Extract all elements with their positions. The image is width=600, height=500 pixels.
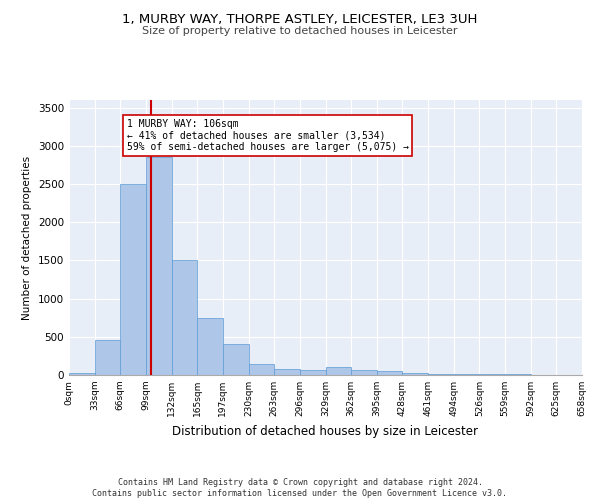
Text: Contains HM Land Registry data © Crown copyright and database right 2024.
Contai: Contains HM Land Registry data © Crown c… xyxy=(92,478,508,498)
Bar xyxy=(479,374,505,375)
Bar xyxy=(146,158,172,375)
Bar xyxy=(325,368,351,375)
Bar xyxy=(351,370,377,375)
Bar xyxy=(454,374,479,375)
X-axis label: Distribution of detached houses by size in Leicester: Distribution of detached houses by size … xyxy=(173,424,479,438)
Bar xyxy=(403,374,428,375)
Text: 1 MURBY WAY: 106sqm
← 41% of detached houses are smaller (3,534)
59% of semi-det: 1 MURBY WAY: 106sqm ← 41% of detached ho… xyxy=(127,119,409,152)
Bar xyxy=(428,374,454,375)
Y-axis label: Number of detached properties: Number of detached properties xyxy=(22,156,32,320)
Bar xyxy=(223,344,248,375)
Bar xyxy=(377,371,403,375)
Text: Size of property relative to detached houses in Leicester: Size of property relative to detached ho… xyxy=(142,26,458,36)
Bar xyxy=(172,260,197,375)
Bar xyxy=(197,318,223,375)
Text: 1, MURBY WAY, THORPE ASTLEY, LEICESTER, LE3 3UH: 1, MURBY WAY, THORPE ASTLEY, LEICESTER, … xyxy=(122,12,478,26)
Bar xyxy=(248,364,274,375)
Bar xyxy=(274,369,300,375)
Bar xyxy=(69,374,95,375)
Bar xyxy=(300,370,325,375)
Bar xyxy=(505,374,530,375)
Bar xyxy=(95,340,121,375)
Bar xyxy=(120,184,146,375)
